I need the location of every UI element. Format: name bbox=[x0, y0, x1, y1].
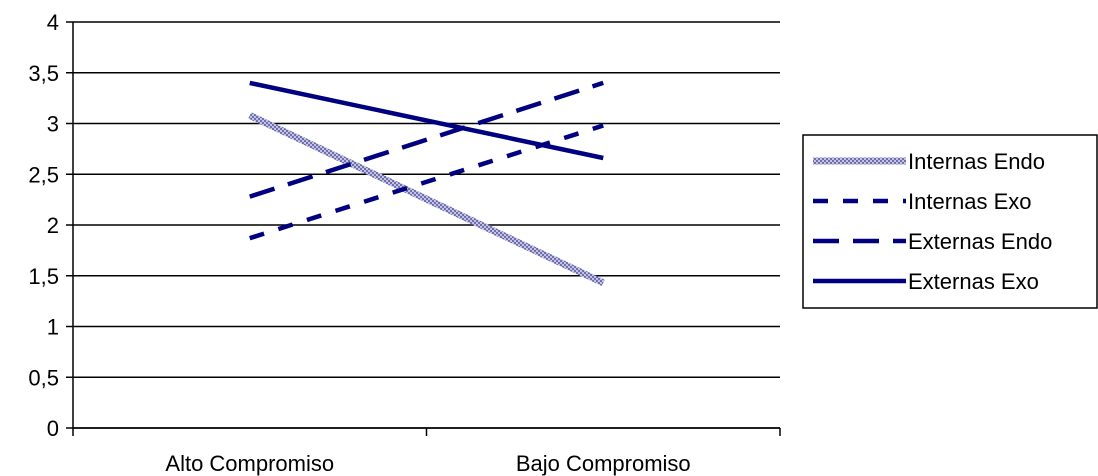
legend-label: Externas Endo bbox=[908, 229, 1052, 254]
y-tick-label: 3 bbox=[47, 112, 59, 137]
y-tick-label: 1,5 bbox=[28, 264, 59, 289]
legend-label: Internas Endo bbox=[908, 149, 1045, 174]
legend-label: Externas Exo bbox=[908, 269, 1039, 294]
series-line-externas-exo bbox=[249, 80, 604, 161]
legend: Internas Endo Internas Exo Externas Endo Ex… bbox=[802, 134, 1098, 309]
y-tick-label: 2 bbox=[47, 213, 59, 238]
y-tick-label: 3,5 bbox=[28, 61, 59, 86]
legend-label: Internas Exo bbox=[908, 189, 1032, 214]
series-line-externas-endo bbox=[249, 80, 604, 199]
series-line-internas-endo bbox=[248, 112, 605, 287]
y-tick-label: 1 bbox=[47, 315, 59, 340]
y-tick-label: 4 bbox=[47, 10, 59, 35]
y-tick-label: 2,5 bbox=[28, 162, 59, 187]
x-category-label: Alto Compromiso bbox=[165, 451, 334, 476]
plot-area: 0 0,5 1 1,5 2 2,5 3 3,5 4 Alto Compromiso Bajo Com… bbox=[28, 10, 781, 476]
y-tick-label: 0 bbox=[47, 416, 59, 441]
x-category-label: Bajo Compromiso bbox=[516, 451, 691, 476]
y-tick-label: 0,5 bbox=[28, 365, 59, 390]
